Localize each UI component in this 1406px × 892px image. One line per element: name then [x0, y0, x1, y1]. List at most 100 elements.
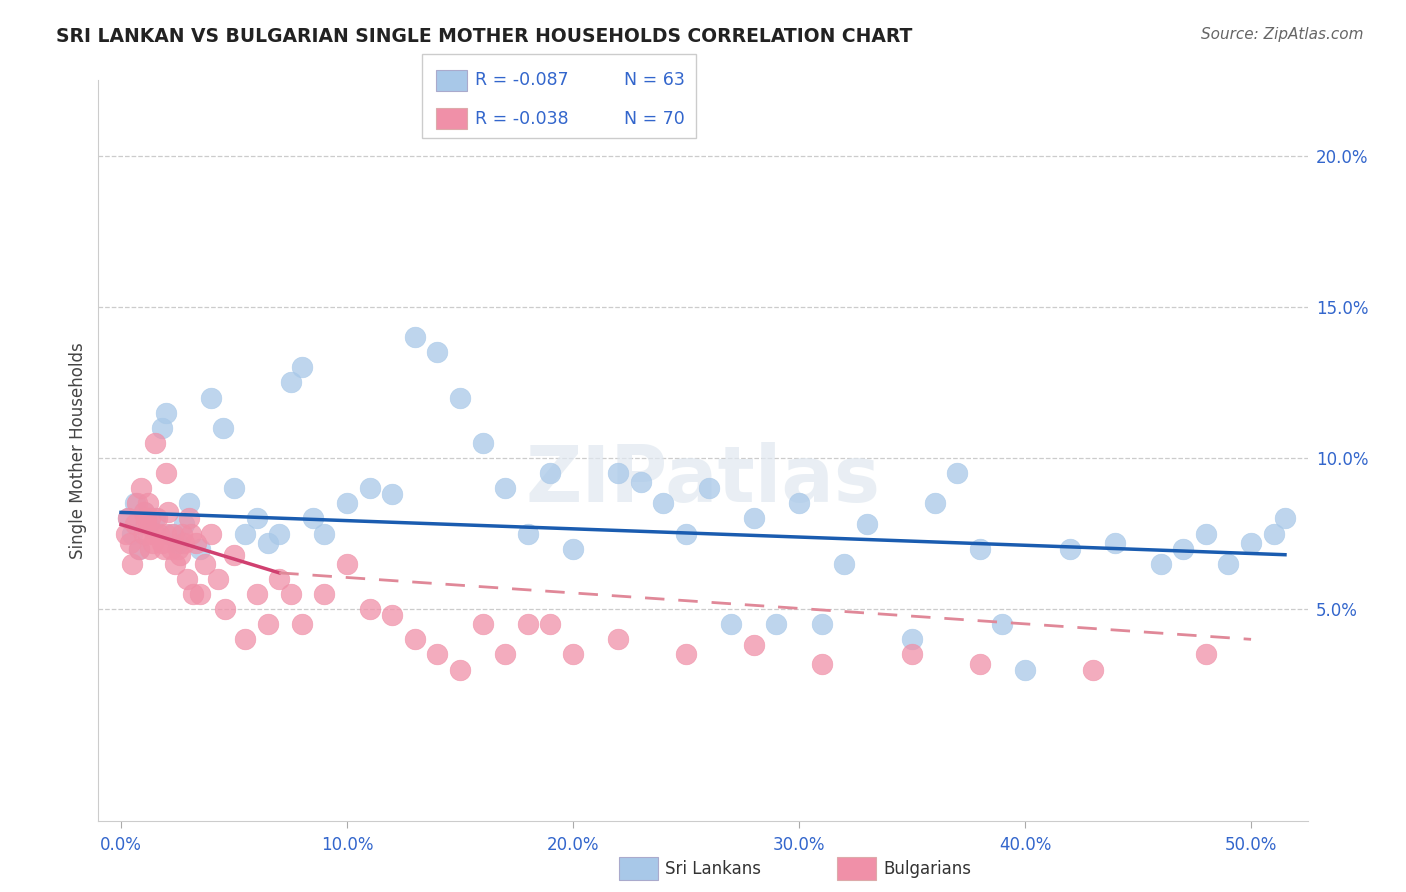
Point [720, 617, 742, 632]
Point [449, 391, 471, 405]
Point [991, 617, 1014, 632]
Point [1195, 526, 1218, 541]
Text: N = 63: N = 63 [624, 71, 685, 89]
Point [336, 496, 359, 510]
Point [159, 541, 181, 556]
Point [139, 541, 162, 556]
Point [404, 330, 426, 344]
Point [207, 572, 229, 586]
Point [1081, 663, 1104, 677]
Point [155, 466, 177, 480]
Point [946, 466, 969, 480]
Text: Sri Lankans: Sri Lankans [665, 860, 761, 878]
Point [1059, 541, 1081, 556]
Point [562, 541, 585, 556]
Point [969, 541, 991, 556]
Point [742, 639, 765, 653]
Point [1263, 526, 1285, 541]
Point [336, 557, 359, 571]
Point [607, 632, 630, 647]
Point [538, 617, 561, 632]
Point [121, 557, 143, 571]
Point [173, 517, 195, 532]
Point [314, 587, 336, 601]
Point [148, 526, 170, 541]
Point [120, 535, 142, 549]
Point [136, 496, 159, 510]
Point [188, 541, 211, 556]
Point [200, 391, 222, 405]
Point [901, 632, 924, 647]
Point [200, 526, 222, 541]
Point [132, 505, 155, 519]
Point [117, 511, 139, 525]
Point [211, 421, 233, 435]
Point [538, 466, 561, 480]
Point [607, 466, 630, 480]
Point [1218, 557, 1240, 571]
Point [183, 587, 205, 601]
Point [180, 526, 202, 541]
Point [177, 511, 200, 525]
Point [124, 496, 146, 510]
Point [1173, 541, 1195, 556]
Point [494, 481, 516, 495]
Point [222, 548, 245, 562]
Point [1104, 535, 1126, 549]
Point [901, 648, 924, 662]
Text: N = 70: N = 70 [624, 110, 685, 128]
Point [153, 541, 176, 556]
Point [132, 526, 155, 541]
Point [146, 511, 169, 525]
Point [150, 535, 173, 549]
Point [139, 511, 162, 525]
Point [233, 526, 256, 541]
Point [135, 517, 157, 532]
Point [280, 587, 302, 601]
Point [359, 602, 381, 616]
Point [314, 526, 336, 541]
Text: Bulgarians: Bulgarians [883, 860, 972, 878]
Point [176, 572, 198, 586]
Point [291, 617, 314, 632]
Point [124, 517, 146, 532]
Point [471, 617, 494, 632]
Point [742, 511, 765, 525]
Point [630, 475, 652, 490]
Point [1150, 557, 1173, 571]
Point [222, 481, 245, 495]
Point [280, 376, 302, 390]
Point [142, 535, 165, 549]
Point [155, 526, 177, 541]
Point [125, 496, 148, 510]
Point [177, 496, 200, 510]
Point [426, 648, 449, 662]
Point [143, 511, 166, 525]
Point [131, 481, 153, 495]
Point [214, 602, 236, 616]
Point [765, 617, 787, 632]
Point [159, 526, 181, 541]
Point [832, 557, 855, 571]
Point [302, 511, 325, 525]
Point [170, 526, 193, 541]
Point [516, 526, 538, 541]
Point [155, 406, 177, 420]
Point [150, 421, 173, 435]
Point [136, 526, 159, 541]
Point [132, 505, 155, 519]
Point [562, 648, 585, 662]
Point [652, 496, 675, 510]
Point [471, 436, 494, 450]
Point [810, 617, 832, 632]
Y-axis label: Single Mother Households: Single Mother Households [69, 343, 87, 558]
Point [404, 632, 426, 647]
Point [810, 657, 832, 671]
Point [381, 487, 404, 501]
Point [697, 481, 720, 495]
Text: ZIPatlas: ZIPatlas [526, 442, 880, 518]
Point [194, 557, 217, 571]
Point [246, 587, 269, 601]
Point [246, 511, 269, 525]
Point [675, 526, 697, 541]
